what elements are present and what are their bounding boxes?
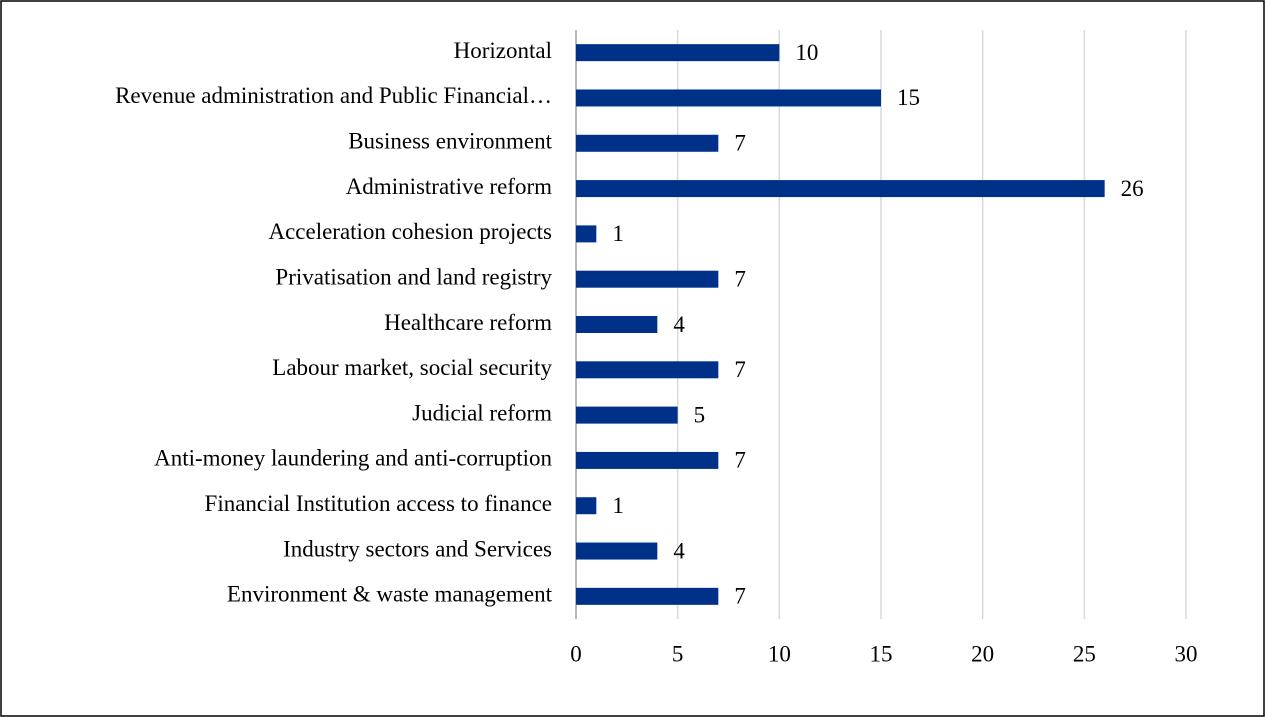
- bar: [576, 542, 658, 560]
- y-tick-label: Financial Institution access to finance: [205, 491, 552, 516]
- x-tick-label: 15: [870, 641, 893, 666]
- y-tick-label: Horizontal: [454, 38, 552, 63]
- bar: [576, 180, 1105, 198]
- value-label: 5: [694, 402, 706, 427]
- value-label: 1: [612, 221, 624, 246]
- y-tick-label: Healthcare reform: [384, 310, 552, 335]
- y-tick-label: Environment & waste management: [227, 582, 553, 607]
- bar: [576, 406, 678, 424]
- value-label: 4: [673, 312, 685, 337]
- y-tick-label: Privatisation and land registry: [275, 264, 552, 289]
- bar: [576, 451, 719, 469]
- bar: [576, 225, 597, 243]
- value-label: 7: [734, 131, 746, 156]
- value-label: 7: [734, 448, 746, 473]
- value-label: 10: [795, 40, 818, 65]
- x-tick-label: 30: [1175, 641, 1198, 666]
- y-tick-label: Business environment: [348, 129, 552, 154]
- x-tick-label: 10: [768, 641, 791, 666]
- y-tick-label: Judicial reform: [412, 400, 552, 425]
- y-tick-label: Labour market, social security: [272, 355, 552, 380]
- bar: [576, 497, 597, 515]
- bar: [576, 316, 658, 333]
- bar: [576, 361, 719, 379]
- bar: [576, 270, 719, 288]
- bar: [576, 44, 780, 62]
- y-tick-label: Acceleration cohesion projects: [268, 219, 552, 244]
- y-tick-label: Anti-money laundering and anti-corruptio…: [154, 446, 552, 471]
- value-label: 7: [734, 357, 746, 382]
- value-label: 7: [734, 584, 746, 609]
- value-label: 4: [673, 538, 685, 563]
- x-tick-label: 0: [570, 641, 582, 666]
- x-tick-label: 5: [672, 641, 684, 666]
- value-label: 1: [612, 493, 624, 518]
- bar: [576, 134, 719, 152]
- value-label: 15: [897, 85, 920, 110]
- x-tick-label: 25: [1073, 641, 1096, 666]
- bar: [576, 89, 881, 107]
- y-tick-label: Revenue administration and Public Financ…: [115, 83, 552, 108]
- bar: [576, 587, 719, 605]
- value-label: 26: [1121, 176, 1144, 201]
- y-tick-label: Industry sectors and Services: [283, 536, 552, 561]
- value-label: 7: [734, 266, 746, 291]
- y-tick-label: Administrative reform: [346, 174, 552, 199]
- x-tick-label: 20: [971, 641, 994, 666]
